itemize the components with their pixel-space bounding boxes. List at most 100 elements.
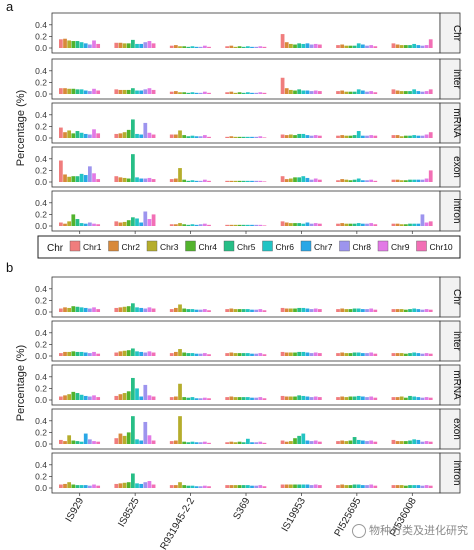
bar [318,309,322,312]
bar [318,441,322,444]
bar [289,178,293,182]
bar [203,135,207,138]
bar [416,135,421,138]
bar [203,485,207,488]
bar [365,485,369,488]
bar [178,223,182,226]
bar [178,168,182,182]
bar [96,353,101,356]
bar [147,177,152,182]
bar [416,179,421,182]
bar [237,441,242,444]
bar [305,177,310,182]
facet-strip-label: mRNA [451,108,462,138]
bar [293,90,297,94]
bar [424,397,429,400]
bar [135,388,139,400]
facet-strip [439,320,461,362]
bar [194,224,199,226]
bar [92,129,96,138]
bar [190,92,195,94]
bar [254,92,259,94]
bar [262,181,267,182]
bar [186,224,191,226]
bar [186,46,191,48]
bar [83,175,88,182]
bar [88,308,92,312]
bar [408,179,412,182]
bar [122,306,127,312]
legend-swatch [262,240,273,252]
bar [293,438,297,444]
bar [301,133,306,138]
bar [147,132,152,138]
bar [135,43,139,48]
bar [118,483,123,488]
bar [420,135,425,138]
bar [131,119,135,138]
bar [280,134,285,138]
legend-item-label: Chr5 [237,242,256,252]
bar [67,176,72,182]
facet-strip [439,276,461,318]
bar [395,309,400,312]
bar [118,89,123,94]
bar [361,135,365,138]
bar [63,395,67,400]
bar [122,221,127,226]
bar [139,440,144,444]
bar [147,351,152,356]
bar [318,135,322,138]
bar [404,135,408,138]
bar [122,132,127,138]
bar [348,45,353,48]
bar [139,178,144,182]
bar [412,439,417,444]
bar [88,91,92,94]
bar [71,391,76,400]
bar [297,223,302,226]
bar [225,353,230,356]
bar [258,309,263,312]
bar [395,397,400,400]
x-tick-label: IS929 [64,496,87,525]
bar [293,177,297,182]
bar [293,44,297,48]
bar [122,435,127,444]
bar [92,307,96,312]
y-tick-label: 0.0 [35,89,47,99]
bar [250,136,254,138]
bar [340,396,345,400]
bar [169,353,174,356]
bar [399,91,404,94]
bar [352,484,357,488]
bar [207,310,211,312]
bar [71,484,76,488]
bar [194,136,199,138]
bar [289,308,293,312]
y-tick-label: 0.2 [35,77,47,87]
bar [83,395,88,400]
bar [131,154,135,182]
bar [313,396,318,400]
y-tick-label: 0.0 [35,395,47,405]
bar [229,308,234,312]
bar [424,222,429,226]
bar [75,219,80,226]
bar [289,441,293,444]
bar [169,485,174,488]
y-tick-label: 0.2 [35,31,47,41]
bar [305,352,310,356]
bar [391,223,396,226]
bar [169,91,174,94]
bar [198,442,203,444]
bar [75,41,80,48]
bar [369,45,374,48]
bar [178,92,182,94]
bar [198,136,203,138]
panel-label: a [6,0,14,14]
bar [139,483,144,488]
bar [151,43,156,48]
bar [151,134,156,138]
legend-item-label: Chr6 [276,242,295,252]
